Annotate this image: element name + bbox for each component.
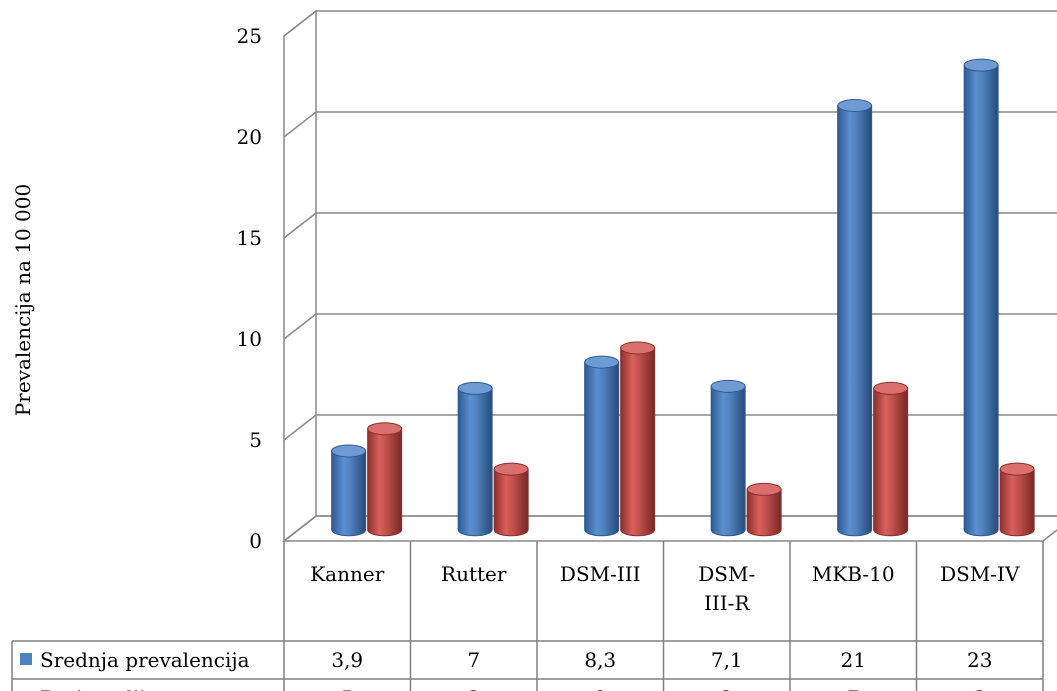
data-label: 3,9 — [331, 648, 363, 672]
bars — [331, 58, 1035, 537]
bar-top — [999, 462, 1035, 476]
side-wall — [283, 9, 317, 543]
data-label: 7,1 — [711, 648, 743, 672]
bar-top — [620, 341, 656, 355]
y-axis-ticks: 0 5 10 15 20 25 — [237, 24, 262, 553]
category-label: Kanner — [310, 562, 384, 586]
bar-top — [746, 482, 782, 496]
bar-top — [331, 444, 367, 458]
y-tick-label: 5 — [249, 428, 262, 452]
bar-top — [584, 355, 620, 369]
bar-top — [873, 381, 909, 395]
category-label: Rutter — [441, 562, 507, 586]
bar-top — [367, 422, 403, 436]
bar-srednja-prevalencija — [584, 355, 620, 537]
bar-top — [837, 99, 873, 113]
gridlines — [283, 10, 1057, 542]
bar-top — [493, 462, 529, 476]
data-label: 23 — [967, 648, 992, 672]
bar-broj-studija — [367, 422, 403, 537]
y-tick-label: 15 — [237, 226, 262, 250]
bar-broj-studija — [493, 462, 529, 537]
bar-body — [710, 385, 746, 537]
category-label: MKB-10 — [812, 562, 895, 586]
category-label: DSM- — [698, 562, 755, 586]
bar-body — [367, 428, 403, 537]
bar-broj-studija — [620, 341, 656, 537]
bar-body — [963, 64, 999, 537]
bar-body — [873, 387, 909, 537]
bar-srednja-prevalencija — [331, 444, 367, 537]
y-tick-label: 25 — [237, 24, 262, 48]
bar-top — [710, 379, 746, 393]
bar-body — [620, 347, 656, 537]
bar-broj-studija — [873, 381, 909, 537]
y-tick-label: 20 — [237, 125, 262, 149]
bar-srednja-prevalencija — [837, 99, 873, 537]
gridline — [283, 111, 1057, 138]
bar-top — [963, 58, 999, 72]
data-label: 5 — [341, 686, 354, 691]
gridline — [283, 212, 1057, 239]
data-label: 7 — [847, 686, 860, 691]
bar-body — [331, 450, 367, 537]
bar-body — [746, 488, 782, 537]
gridline — [283, 414, 1057, 441]
data-table: Kanner Rutter DSM-III DSM- III-R MKB-10 DSM-IV… — [11, 541, 1044, 691]
category-label: DSM-IV — [940, 562, 1020, 586]
bar-broj-studija — [999, 462, 1035, 537]
bar-srednja-prevalencija — [710, 379, 746, 537]
legend-label: Broj studija — [40, 686, 157, 691]
bar-body — [457, 387, 493, 537]
legend-label: Srednja prevalencija — [40, 648, 250, 672]
data-label: 7 — [467, 648, 480, 672]
category-label: III-R — [704, 591, 750, 615]
data-label: 3 — [467, 686, 480, 691]
bar-body — [584, 361, 620, 537]
data-label: 21 — [841, 648, 866, 672]
y-tick-label: 0 — [249, 529, 262, 553]
bar-body — [999, 468, 1035, 537]
data-label: 2 — [720, 686, 733, 691]
gridline — [283, 515, 1057, 542]
gridline — [283, 313, 1057, 340]
data-label: 8,3 — [584, 648, 616, 672]
bar-body — [493, 468, 529, 537]
data-label: 3 — [973, 686, 986, 691]
bar-srednja-prevalencija — [457, 381, 493, 537]
legend-swatch — [20, 653, 32, 665]
y-axis-label: Prevalencija na 10 000 — [11, 184, 35, 416]
gridline — [283, 10, 1057, 37]
bar-srednja-prevalencija — [963, 58, 999, 537]
bar-broj-studija — [746, 482, 782, 537]
y-tick-label: 10 — [237, 327, 262, 351]
category-label: DSM-III — [560, 562, 641, 586]
bar-body — [837, 105, 873, 537]
bar-top — [457, 381, 493, 395]
data-label: 9 — [594, 686, 607, 691]
